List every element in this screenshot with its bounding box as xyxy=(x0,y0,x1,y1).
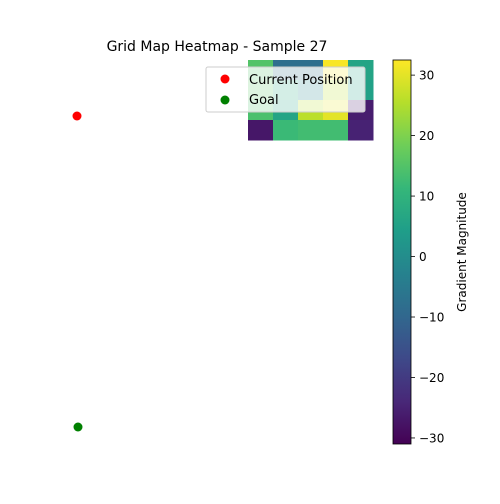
colorbar-ticks: −30 −20 −10 0 10 20 30 xyxy=(411,69,444,446)
current-position-marker xyxy=(73,112,82,121)
colorbar-tick-label: −10 xyxy=(419,311,444,325)
colorbar-label: Gradient Magnitude xyxy=(455,192,469,312)
heatmap-cell xyxy=(248,120,274,141)
colorbar-tick-label: 30 xyxy=(419,69,434,83)
heatmap-cell xyxy=(273,120,299,141)
chart-title: Grid Map Heatmap - Sample 27 xyxy=(107,39,328,55)
colorbar-gradient xyxy=(393,60,411,444)
goal-marker xyxy=(74,423,83,432)
colorbar-tick-label: −20 xyxy=(419,371,444,385)
colorbar-tick-label: 10 xyxy=(419,190,434,204)
legend-marker-current-position xyxy=(221,75,230,84)
colorbar-tick-label: 20 xyxy=(419,129,434,143)
heatmap-cell xyxy=(298,120,324,141)
marker-layer xyxy=(73,112,83,432)
legend-label-goal: Goal xyxy=(249,93,279,108)
heatmap-cell xyxy=(323,120,349,141)
colorbar: −30 −20 −10 0 10 20 30 Gradient Magnitude xyxy=(393,60,469,445)
legend-label-current-position: Current Position xyxy=(249,73,353,88)
colorbar-tick-label: 0 xyxy=(419,250,427,264)
heatmap-cell xyxy=(348,120,374,141)
colorbar-tick-label: −30 xyxy=(419,431,444,445)
legend: Current Position Goal xyxy=(206,67,365,112)
legend-marker-goal xyxy=(221,96,230,105)
